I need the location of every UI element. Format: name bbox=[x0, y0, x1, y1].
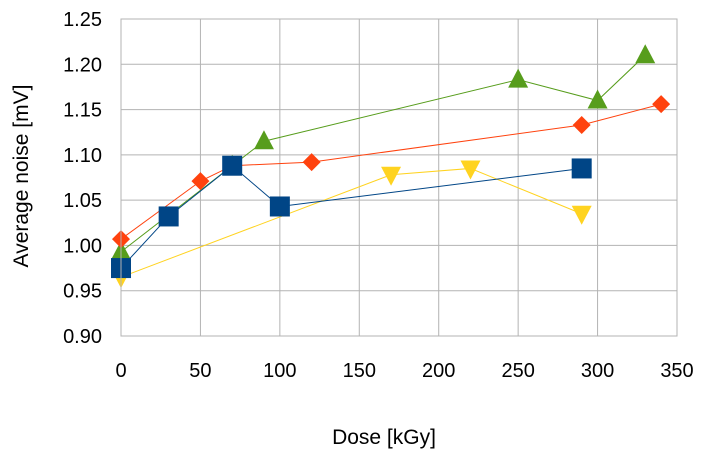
y-tick-label: 1.20 bbox=[63, 54, 102, 76]
yellow-triangle-down-line bbox=[120, 167, 582, 278]
series-markers bbox=[111, 44, 671, 289]
orange-diamond-line bbox=[120, 103, 662, 240]
x-tick-label: 50 bbox=[189, 360, 211, 382]
blue-square-point bbox=[158, 206, 179, 227]
x-tick-label: 300 bbox=[581, 360, 614, 382]
y-tick-label: 1.15 bbox=[63, 100, 102, 122]
y-tick-label: 1.25 bbox=[63, 9, 102, 31]
x-tick-label: 350 bbox=[660, 360, 693, 382]
orange-diamond-point bbox=[302, 153, 321, 172]
yellow-triangle-down-point bbox=[381, 166, 402, 186]
x-tick-label: 250 bbox=[501, 360, 534, 382]
y-tick-label: 0.95 bbox=[63, 281, 102, 303]
x-tick-label: 200 bbox=[422, 360, 455, 382]
orange-diamond-point bbox=[652, 95, 671, 114]
y-tick-label: 1.00 bbox=[63, 235, 102, 257]
y-tick-label: 1.05 bbox=[63, 190, 102, 212]
orange-diamond-point bbox=[191, 172, 210, 191]
y-tick-label: 1.10 bbox=[63, 145, 102, 167]
x-tick-label: 100 bbox=[263, 360, 296, 382]
y-axis-title: Average noise [mV] bbox=[10, 85, 33, 268]
blue-square-point bbox=[269, 196, 290, 217]
y-tick-label: 0.90 bbox=[63, 326, 102, 348]
yellow-triangle-down-point bbox=[460, 160, 481, 180]
blue-square-line bbox=[120, 165, 582, 269]
green-triangle-point bbox=[635, 44, 656, 64]
green-triangle-point bbox=[253, 130, 274, 150]
x-tick-label: 0 bbox=[115, 360, 126, 382]
green-triangle-point bbox=[508, 68, 529, 88]
plot-frame bbox=[120, 18, 678, 337]
green-triangle-point bbox=[587, 89, 608, 109]
x-tick-label: 150 bbox=[343, 360, 376, 382]
x-axis-title: Dose [kGy] bbox=[332, 426, 436, 449]
blue-square-point bbox=[571, 158, 592, 179]
orange-diamond-point bbox=[572, 115, 591, 134]
green-triangle-line bbox=[120, 54, 646, 253]
blue-square-point bbox=[222, 155, 243, 176]
tick-labels: 0 50 100 150 200 250 300 350 0.90 0.95 1.00 1.05 1.1… bbox=[63, 9, 694, 382]
yellow-triangle-down-point bbox=[571, 205, 592, 225]
